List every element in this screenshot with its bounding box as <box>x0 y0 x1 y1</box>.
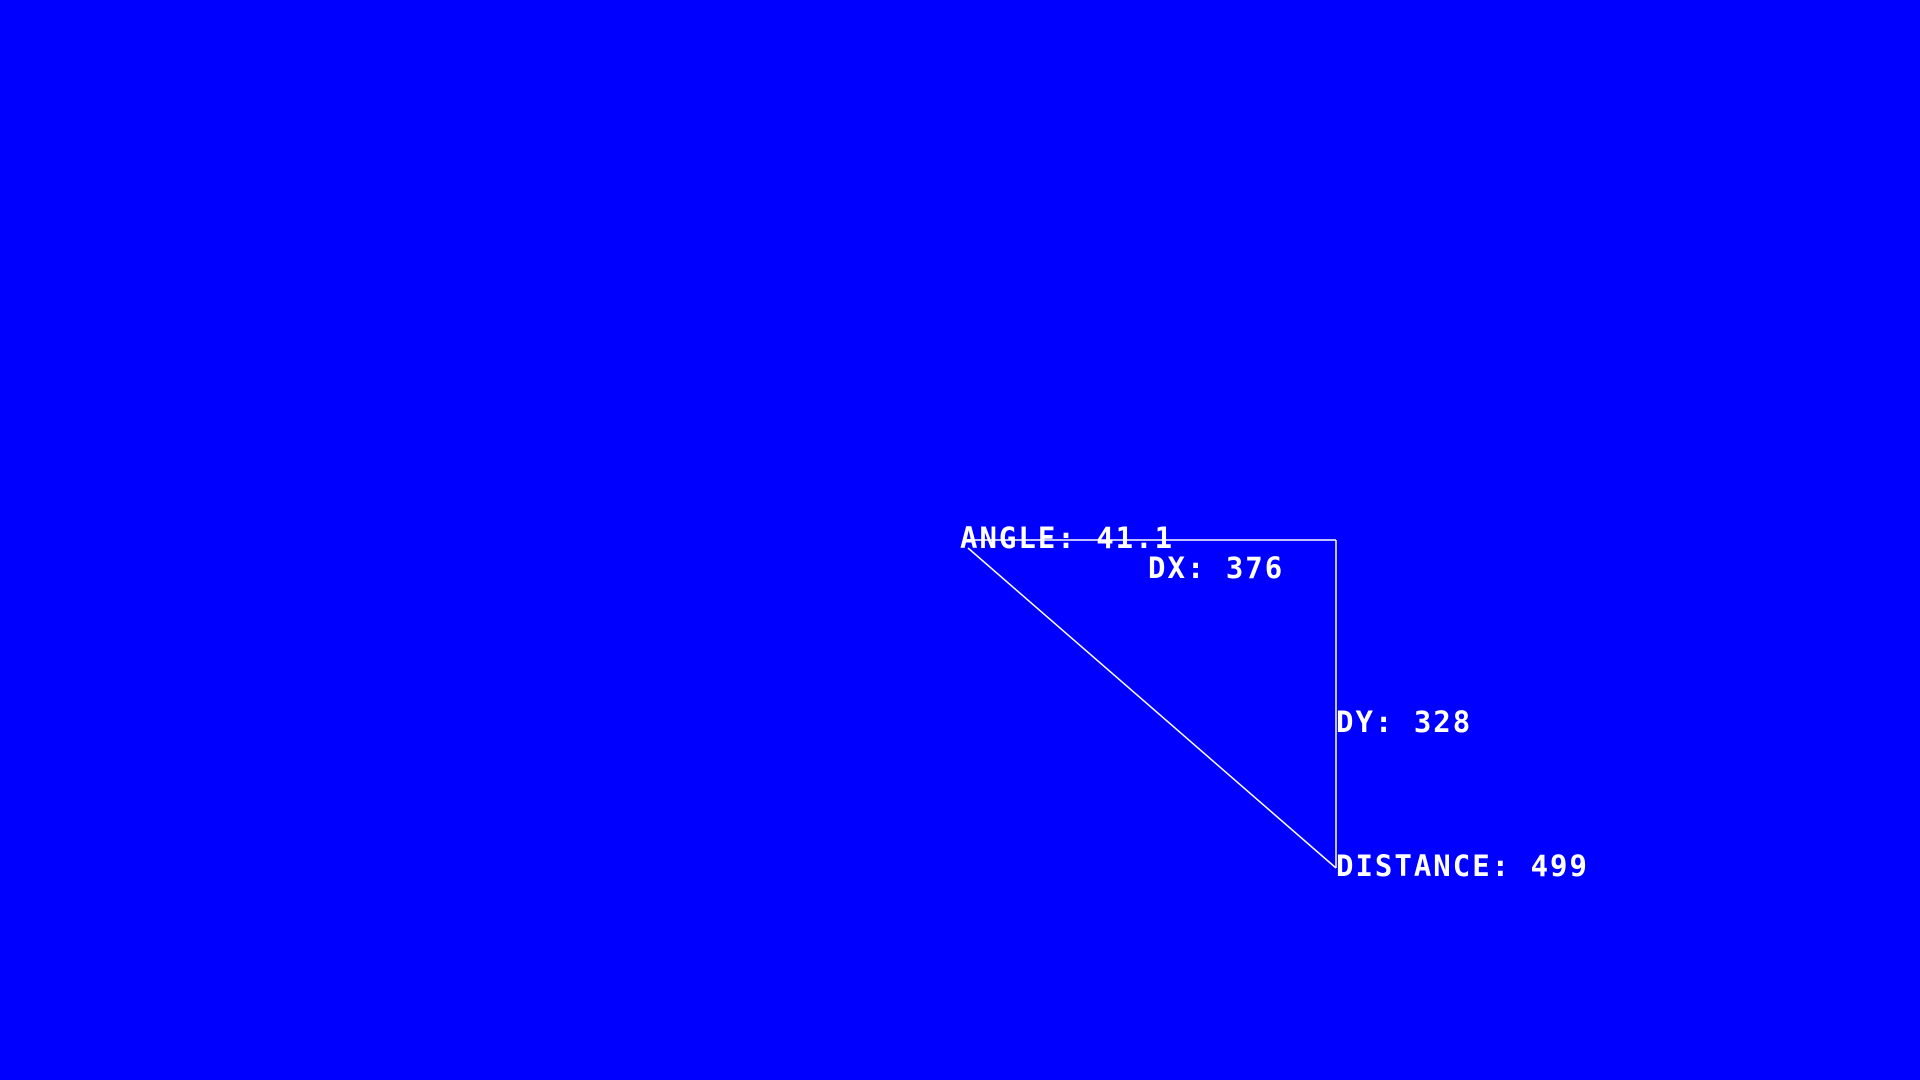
angle-label: ANGLE: 41.1 <box>960 521 1175 555</box>
dx-label: DX: 376 <box>1148 551 1285 585</box>
dy-label: DY: 328 <box>1336 705 1473 739</box>
distance-label: DISTANCE: 499 <box>1336 849 1589 883</box>
hypotenuse-line <box>967 547 1337 869</box>
